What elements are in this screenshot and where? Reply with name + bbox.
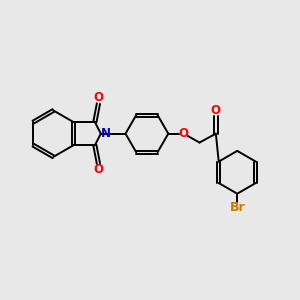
Text: O: O xyxy=(211,104,221,117)
Text: O: O xyxy=(93,91,103,104)
Text: O: O xyxy=(178,127,188,140)
Text: N: N xyxy=(101,127,111,140)
Text: O: O xyxy=(93,163,103,176)
Text: Br: Br xyxy=(230,201,245,214)
